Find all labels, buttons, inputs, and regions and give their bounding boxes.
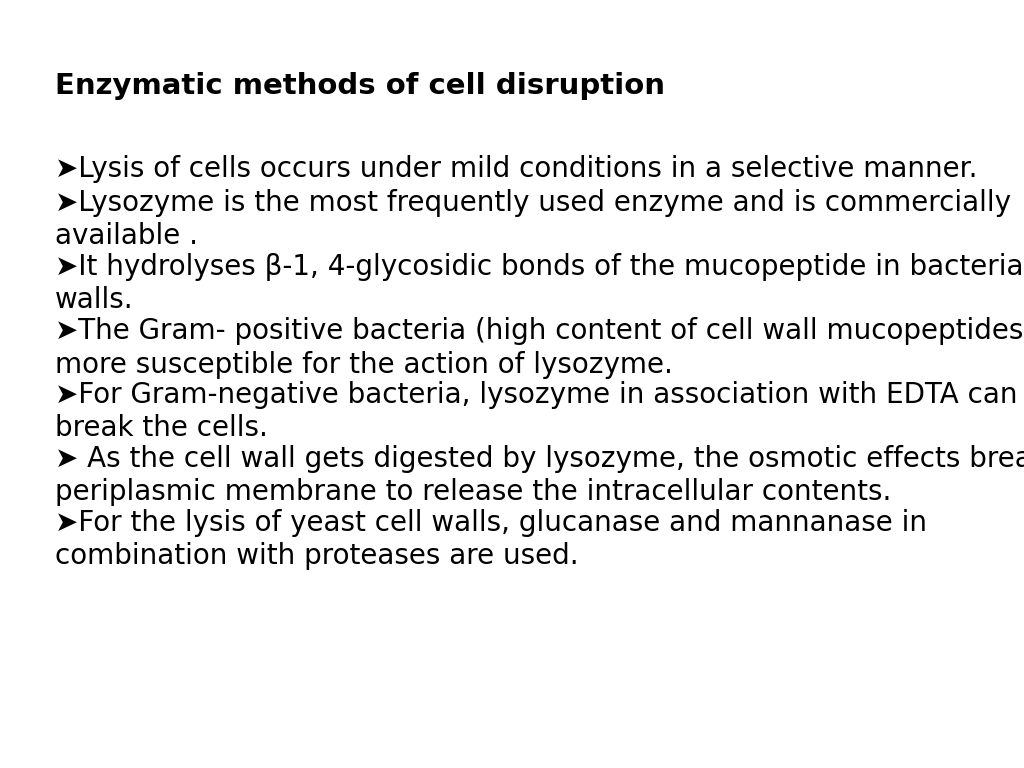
Text: ➤It hydrolyses β-1, 4-glycosidic bonds of the mucopeptide in bacterial cell
wall: ➤It hydrolyses β-1, 4-glycosidic bonds o… [55,253,1024,315]
Text: ➤Lysis of cells occurs under mild conditions in a selective manner.: ➤Lysis of cells occurs under mild condit… [55,155,978,183]
Text: ➤ As the cell wall gets digested by lysozyme, the osmotic effects break the
peri: ➤ As the cell wall gets digested by lyso… [55,445,1024,507]
Text: ➤The Gram- positive bacteria (high content of cell wall mucopeptides) are
more s: ➤The Gram- positive bacteria (high conte… [55,317,1024,379]
Text: ➤Lysozyme is the most frequently used enzyme and is commercially
available .: ➤Lysozyme is the most frequently used en… [55,189,1011,250]
Text: ➤For the lysis of yeast cell walls, glucanase and mannanase in
combination with : ➤For the lysis of yeast cell walls, gluc… [55,509,927,571]
Text: Enzymatic methods of cell disruption: Enzymatic methods of cell disruption [55,72,665,100]
Text: ➤For Gram-negative bacteria, lysozyme in association with EDTA can
break the cel: ➤For Gram-negative bacteria, lysozyme in… [55,381,1018,442]
